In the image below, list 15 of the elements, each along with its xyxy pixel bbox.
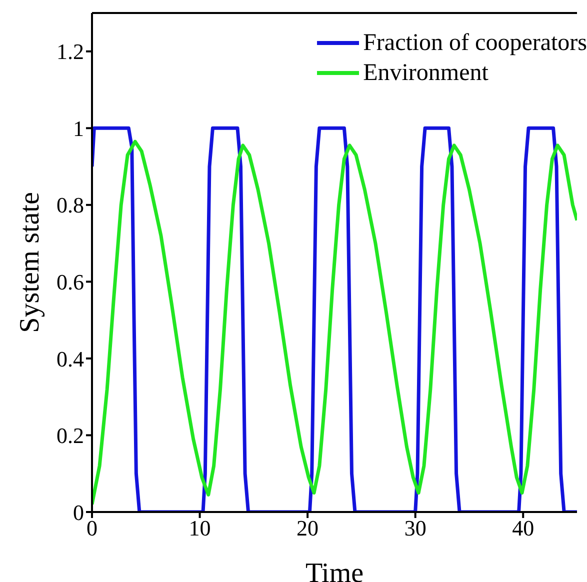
y-tick-label: 1 (73, 116, 84, 141)
y-tick-label: 0.4 (56, 346, 84, 372)
legend-label: Environment (363, 59, 488, 88)
x-tick-label: 10 (188, 516, 211, 541)
y-tick-label: 0.2 (56, 423, 84, 448)
y-tick-label: 0.8 (56, 192, 84, 218)
y-tick-label: 1.2 (56, 39, 84, 64)
y-tick-label: 0.6 (56, 270, 84, 294)
x-tick-label: 20 (296, 516, 319, 541)
x-tick-label: 40 (512, 516, 534, 541)
x-tick-label: 30 (404, 516, 426, 541)
y-tick-label: 0 (73, 500, 84, 525)
legend-label: Fraction of cooperators (363, 29, 587, 58)
x-axis-title: Time (305, 558, 364, 582)
y-axis-title: System state (14, 192, 46, 333)
